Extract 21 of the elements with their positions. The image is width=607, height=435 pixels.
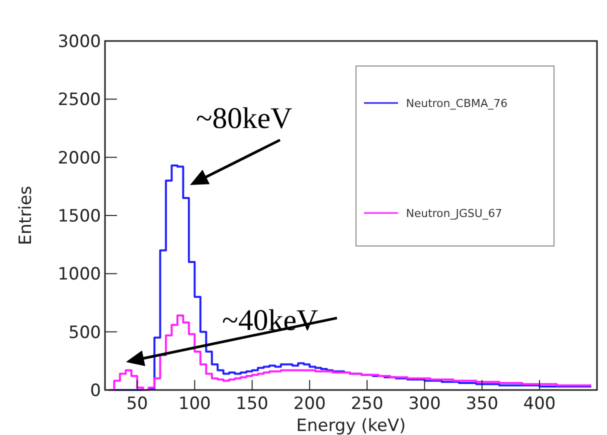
- annotation: ~40keV: [222, 304, 319, 337]
- x-tick-label: 250: [350, 394, 384, 414]
- x-tick-label: 200: [293, 394, 326, 414]
- x-tick-label: 300: [408, 394, 441, 414]
- y-tick-label: 3000: [58, 32, 101, 52]
- x-tick-label: 350: [466, 394, 498, 414]
- x-tick-label: 50: [126, 394, 148, 414]
- y-tick-label: 2500: [58, 90, 101, 110]
- y-tick-label: 2000: [58, 148, 101, 168]
- x-tick-label: 150: [236, 394, 268, 414]
- y-tick-label: 1500: [58, 206, 101, 226]
- x-tick-label: 100: [178, 394, 211, 414]
- y-tick-label: 500: [68, 322, 101, 343]
- y-axis-title: Entries: [16, 186, 36, 246]
- legend-label: Neutron_CBMA_76: [406, 97, 508, 110]
- x-axis-title: Energy (keV): [296, 416, 406, 435]
- legend-label: Neutron_JGSU_67: [406, 207, 502, 220]
- annotation: ~80keV: [196, 102, 293, 135]
- y-tick-label: 1000: [58, 264, 101, 285]
- y-tick-label: 0: [90, 381, 101, 401]
- x-tick-label: 400: [523, 394, 556, 414]
